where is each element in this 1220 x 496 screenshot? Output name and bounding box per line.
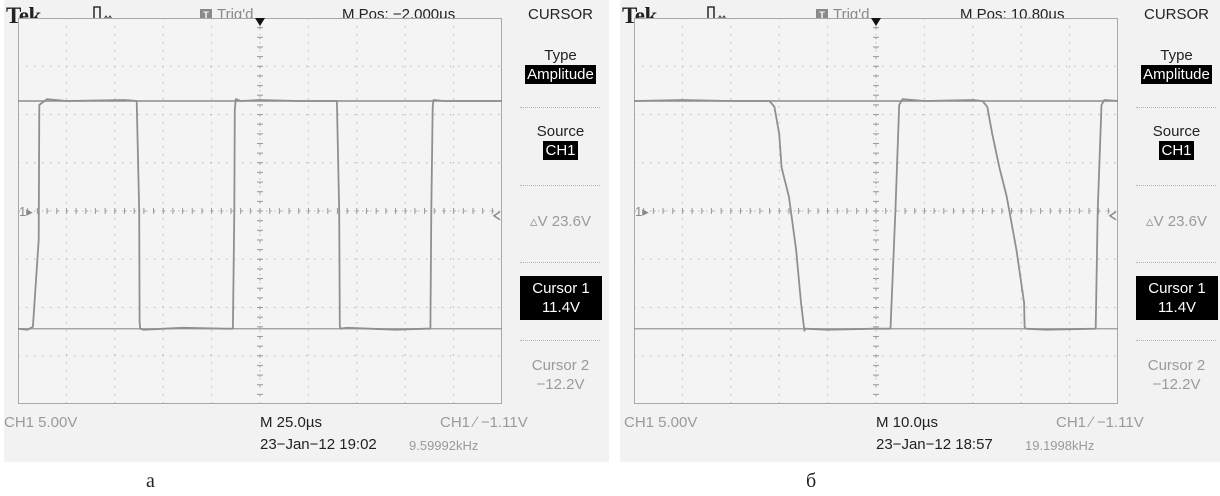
menu-source-label: Source: [1152, 123, 1201, 140]
delta-v-readout: ▵V 23.6V: [1146, 213, 1207, 230]
menu-cursor2[interactable]: Cursor 2 −12.2V: [512, 356, 609, 394]
menu-source-label: Source: [536, 123, 585, 140]
ch1-scale: CH1 5.00V: [624, 414, 698, 431]
menu-separator: [1136, 262, 1216, 263]
trigger-position-arrow: [255, 18, 265, 26]
frequency-readout: 19.1998kHz: [1025, 438, 1095, 453]
cursor1-label: Cursor 1: [1148, 280, 1206, 297]
caption-a: а: [146, 470, 155, 492]
menu-type[interactable]: Type Amplitude: [512, 46, 609, 84]
menu-separator: [1136, 185, 1216, 186]
menu-source-value: CH1: [543, 141, 578, 160]
cursor2-label: Cursor 2: [531, 357, 590, 374]
ch1-waveform: [634, 98, 1118, 332]
menu-type-label: Type: [544, 47, 577, 64]
waveform-plot: 1▸: [18, 18, 502, 404]
menu-title: CURSOR: [527, 6, 593, 23]
menu-cursor2[interactable]: Cursor 2 −12.2V: [1128, 356, 1220, 394]
menu-type-label: Type: [1160, 47, 1193, 64]
cursor1-value: 11.4V: [541, 299, 581, 316]
ch1-scale: CH1 5.00V: [4, 414, 78, 431]
menu-type-value: Amplitude: [1141, 65, 1212, 84]
trigger-level-arrow: [1108, 211, 1117, 221]
cursor1-value: 11.4V: [1157, 299, 1197, 316]
oscilloscope-screen-a: Tek T Trig'd M Pos: −2.000µs 1▸ CURSOR T…: [4, 0, 609, 462]
graticule: 1▸: [634, 18, 1118, 404]
ch1-waveform: [18, 98, 502, 331]
date-time: 23−Jan−12 19:02: [260, 436, 377, 453]
frequency-readout: 9.59992kHz: [409, 438, 479, 453]
trigger-level-arrow: [492, 211, 501, 221]
menu-type[interactable]: Type Amplitude: [1128, 46, 1220, 84]
timebase: M 10.0µs: [876, 414, 938, 431]
ch1-ground-marker: 1▸: [19, 204, 33, 219]
cursor1-label: Cursor 1: [532, 280, 590, 297]
menu-separator: [520, 340, 600, 341]
graticule: 1▸: [18, 18, 502, 404]
menu-source-value: CH1: [1159, 141, 1194, 160]
menu-separator: [520, 262, 600, 263]
menu-separator: [520, 185, 600, 186]
date-time: 23−Jan−12 18:57: [876, 436, 993, 453]
cursor-menu: CURSOR Type Amplitude Source CH1 ▵V 23.6…: [512, 0, 609, 462]
menu-cursor1[interactable]: Cursor 1 11.4V: [1136, 276, 1218, 320]
ch1-ground-marker: 1▸: [635, 204, 649, 219]
menu-source[interactable]: Source CH1: [1128, 122, 1220, 160]
menu-source[interactable]: Source CH1: [512, 122, 609, 160]
cursor-menu: CURSOR Type Amplitude Source CH1 ▵V 23.6…: [1128, 0, 1220, 462]
trigger-readout: CH1 ∕ −1.11V: [1056, 414, 1144, 431]
trigger-readout: CH1 ∕ −1.11V: [440, 414, 528, 431]
oscilloscope-screen-b: Tek T Trig'd M Pos: 10.80µs 1▸ CURSOR Ty…: [620, 0, 1220, 462]
menu-type-value: Amplitude: [525, 65, 596, 84]
menu-separator: [1136, 107, 1216, 108]
cursor2-value: −12.2V: [536, 376, 585, 393]
cursor2-value: −12.2V: [1152, 376, 1201, 393]
menu-separator: [1136, 340, 1216, 341]
delta-v-readout: ▵V 23.6V: [530, 213, 591, 230]
timebase: M 25.0µs: [260, 414, 322, 431]
cursor2-label: Cursor 2: [1147, 357, 1206, 374]
waveform-plot: 1▸: [634, 18, 1118, 404]
menu-separator: [520, 107, 600, 108]
menu-cursor1[interactable]: Cursor 1 11.4V: [520, 276, 602, 320]
trigger-position-arrow: [871, 18, 881, 26]
menu-title: CURSOR: [1143, 6, 1209, 23]
caption-b: б: [806, 470, 817, 492]
